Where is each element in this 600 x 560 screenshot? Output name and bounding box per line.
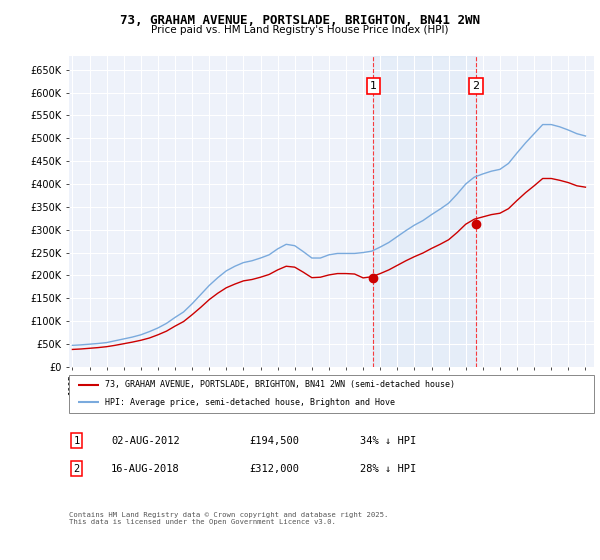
Text: 2: 2 (472, 81, 479, 91)
Text: 73, GRAHAM AVENUE, PORTSLADE, BRIGHTON, BN41 2WN (semi-detached house): 73, GRAHAM AVENUE, PORTSLADE, BRIGHTON, … (105, 380, 455, 389)
Text: Contains HM Land Registry data © Crown copyright and database right 2025.
This d: Contains HM Land Registry data © Crown c… (69, 512, 388, 525)
Text: £312,000: £312,000 (249, 464, 299, 474)
Text: 34% ↓ HPI: 34% ↓ HPI (360, 436, 416, 446)
Text: HPI: Average price, semi-detached house, Brighton and Hove: HPI: Average price, semi-detached house,… (105, 398, 395, 407)
Text: 1: 1 (74, 436, 80, 446)
Text: 73, GRAHAM AVENUE, PORTSLADE, BRIGHTON, BN41 2WN: 73, GRAHAM AVENUE, PORTSLADE, BRIGHTON, … (120, 14, 480, 27)
Text: 28% ↓ HPI: 28% ↓ HPI (360, 464, 416, 474)
Bar (373, 56, 476, 367)
Text: 02-AUG-2012: 02-AUG-2012 (111, 436, 180, 446)
Text: 2: 2 (74, 464, 80, 474)
Text: Price paid vs. HM Land Registry's House Price Index (HPI): Price paid vs. HM Land Registry's House … (151, 25, 449, 35)
Text: £194,500: £194,500 (249, 436, 299, 446)
Text: 1: 1 (370, 81, 377, 91)
FancyBboxPatch shape (69, 375, 594, 413)
Text: 16-AUG-2018: 16-AUG-2018 (111, 464, 180, 474)
